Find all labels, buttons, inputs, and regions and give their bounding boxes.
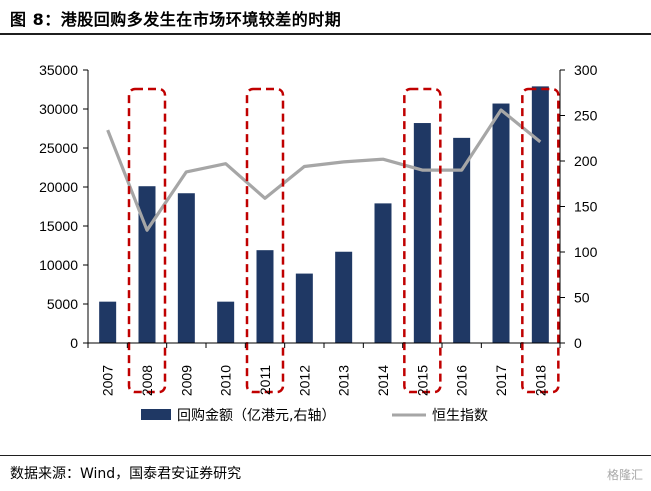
left-tick-label: 25000 — [39, 140, 78, 156]
left-tick-label: 5000 — [47, 296, 78, 312]
right-y-axis: 0 50 100 150 200 250 300 — [559, 62, 598, 351]
hsi-line — [106, 108, 542, 232]
footer-divider — [0, 455, 651, 456]
title-divider — [0, 33, 651, 35]
bar — [99, 301, 117, 343]
x-tick-label: 2007 — [100, 365, 116, 396]
chart-title: 图 8：港股回购多发生在市场环境较差的时期 — [10, 10, 342, 29]
legend-bar-label: 回购金额（亿港元,右轴） — [177, 408, 335, 424]
x-axis: 2007 2008 2009 2010 2011 2012 2013 2014 2015 2016… — [87, 342, 561, 396]
bar — [217, 301, 235, 343]
chart-canvas: 0 5000 10000 15000 20000 25000 30000 35000 0 50 1… — [39, 62, 598, 424]
bar — [453, 137, 471, 343]
legend: 回购金额（亿港元,右轴） 恒生指数 — [141, 408, 488, 424]
line-series — [106, 108, 542, 232]
left-tick-label: 10000 — [39, 257, 78, 273]
x-tick-label: 2014 — [375, 365, 391, 396]
left-y-axis: 0 5000 10000 15000 20000 25000 30000 35000 — [39, 62, 89, 351]
bar — [413, 123, 431, 343]
bar — [256, 250, 274, 343]
bar — [531, 86, 549, 343]
right-tick-label: 250 — [574, 108, 598, 124]
x-tick-label: 2011 — [257, 365, 273, 395]
highlight-box — [245, 87, 285, 394]
x-tick-label: 2010 — [218, 365, 234, 396]
right-tick-label: 300 — [574, 62, 598, 78]
x-tick-label: 2017 — [493, 365, 509, 396]
left-tick-label: 0 — [70, 335, 78, 351]
bar — [335, 251, 353, 343]
highlight-box — [521, 87, 560, 394]
bar — [374, 203, 392, 343]
watermark: 格隆汇 — [606, 468, 643, 482]
right-tick-label: 100 — [574, 244, 598, 260]
x-tick-label: 2016 — [454, 365, 470, 396]
x-tick-label: 2015 — [414, 365, 430, 396]
x-tick-label: 2018 — [532, 365, 548, 396]
right-tick-label: 50 — [574, 290, 590, 306]
bar — [492, 103, 510, 343]
bar — [138, 186, 156, 343]
bar-series — [99, 86, 549, 343]
x-tick-label: 2013 — [336, 365, 352, 396]
bar — [177, 193, 195, 343]
left-tick-label: 20000 — [39, 179, 78, 195]
legend-line-label: 恒生指数 — [432, 408, 488, 424]
highlight-boxes — [127, 87, 560, 394]
legend-bar-swatch — [141, 409, 171, 420]
right-tick-label: 0 — [574, 335, 582, 351]
left-tick-label: 15000 — [39, 218, 78, 234]
x-tick-label: 2008 — [139, 365, 155, 396]
x-tick-label: 2012 — [296, 365, 312, 396]
highlight-box — [403, 87, 442, 394]
bar — [295, 273, 313, 343]
source-note: 数据来源：Wind，国泰君安证券研究 — [10, 466, 242, 482]
right-tick-label: 150 — [574, 199, 598, 215]
left-tick-label: 30000 — [39, 101, 78, 117]
x-tick-label: 2009 — [178, 365, 194, 396]
right-tick-label: 200 — [574, 153, 598, 169]
highlight-box — [127, 87, 167, 394]
left-tick-label: 35000 — [39, 62, 78, 78]
